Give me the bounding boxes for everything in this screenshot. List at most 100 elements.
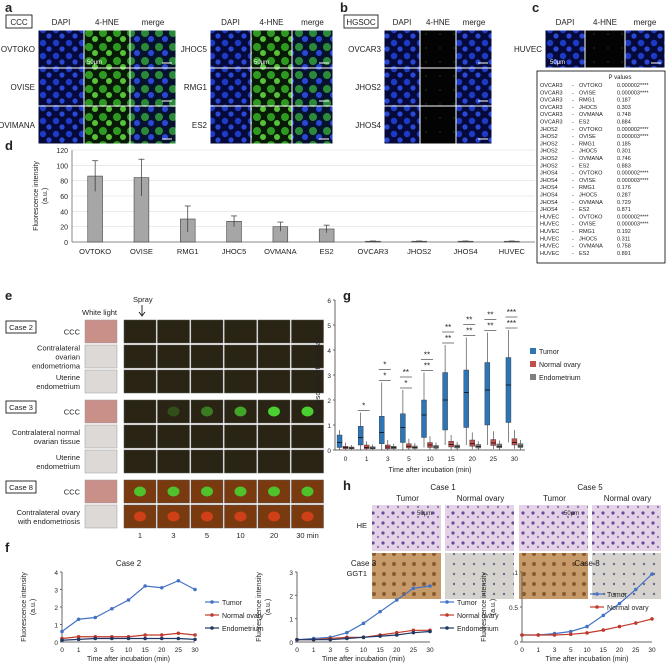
table-cell: OVISE [579,178,596,184]
legend-marker [595,592,599,596]
x-axis-label: Time after incubation (min) [546,656,629,663]
x-tick-label: 20 [158,647,166,654]
fluorescence-image [157,319,190,344]
case-box [5,480,37,494]
row-label: OVCAR3 [348,45,381,54]
x-tick-label: 30 [426,647,434,654]
legend-marker [445,613,449,617]
point [552,633,557,637]
point [650,617,654,621]
legend-label: Normal ovary [607,605,649,612]
micrograph [456,68,492,106]
box [517,443,524,448]
legend-marker [210,626,214,630]
legend-marker [595,605,599,609]
table-cell: 0.311 [617,236,630,242]
point [536,633,541,637]
table-cell: - [572,229,574,235]
point [295,637,299,642]
table-cell: OVTOKO [579,127,603,133]
signal [201,486,213,497]
table-cell: HUVEC [540,222,559,228]
fluorescence-image [224,319,257,344]
box [463,369,469,428]
point [568,632,573,637]
point [520,633,524,637]
legend-label: Endometrium [222,626,264,633]
point [193,633,197,637]
point [585,624,589,629]
y-axis-label: Fluorescence intensity (a.u.) [315,331,322,419]
x-tick-label: 3 [328,647,332,654]
fluorescence-image [190,319,224,344]
photo [84,424,118,449]
y-axis-label: (a.u.) [42,188,49,204]
micrograph [292,106,333,144]
signal [167,511,180,522]
chart-title: Case 3 [351,559,377,568]
row-label: Uterine [56,453,80,462]
fluorescence-image [123,399,157,424]
table-cell: ES2 [579,120,589,126]
table-cell: 0.192 [617,229,631,235]
signal [301,511,314,522]
x-tick-label: 20 [616,647,624,654]
micrograph [251,68,292,106]
column-header: merge [142,18,165,27]
column-header: DAPI [393,18,412,27]
table-cell: RMG1 [579,185,595,191]
table-cell: JHOS4 [540,200,558,206]
box [496,443,503,448]
box [379,416,385,444]
x-tick-label: 15 [377,647,385,654]
point [143,584,147,588]
point [568,629,573,634]
table-cell: ES2 [579,163,589,169]
table-cell: OVCAR3 [540,105,563,111]
point [585,631,589,635]
point [345,636,349,641]
table-cell: JHOS4 [540,178,558,184]
table-cell: OVMANA [579,200,603,206]
box [484,362,491,426]
time-label: 1 [138,531,142,540]
fluorescence-image [224,369,257,394]
point [110,636,114,641]
case-box [5,320,37,334]
photo [84,399,118,424]
table-cell: HUVEC [540,229,559,235]
column-header: 4-HNE [95,18,119,27]
micrograph [84,106,130,144]
signal [268,406,280,417]
legend-label: Tumor [539,349,560,356]
micrograph [38,106,84,144]
fluorescence-image [224,344,257,369]
row-label: Contralateral ovary [17,508,81,517]
time-label: 20 [270,531,278,540]
x-tick-label: 0 [60,647,64,654]
x-tick-label: 25 [175,647,183,654]
table-cell: - [572,112,574,118]
case-label: Case 3 [9,403,33,412]
significance: * [362,402,365,411]
point [176,631,181,636]
fluorescence-image [291,319,324,344]
x-tick-label: 15 [447,456,455,463]
x-tick-label: 1 [77,647,81,654]
table-cell: 0.176 [617,185,631,191]
x-tick-label: 30 [191,647,199,654]
table-cell: 0.758 [617,244,631,250]
y-tick-label: 40 [60,209,68,216]
row-label: JHOS4 [355,121,381,130]
box [490,439,497,446]
row-label: OVISE [11,83,35,92]
signal [268,486,280,497]
significance: ** [403,368,409,377]
legend-swatch [530,361,536,367]
row-label: OVTOKO [1,45,35,54]
table-cell: 0.746 [617,156,631,162]
signal [167,486,180,497]
x-tick-label: 20 [469,456,477,463]
row-label: endometrioma [32,362,81,371]
table-cell: - [572,98,574,104]
